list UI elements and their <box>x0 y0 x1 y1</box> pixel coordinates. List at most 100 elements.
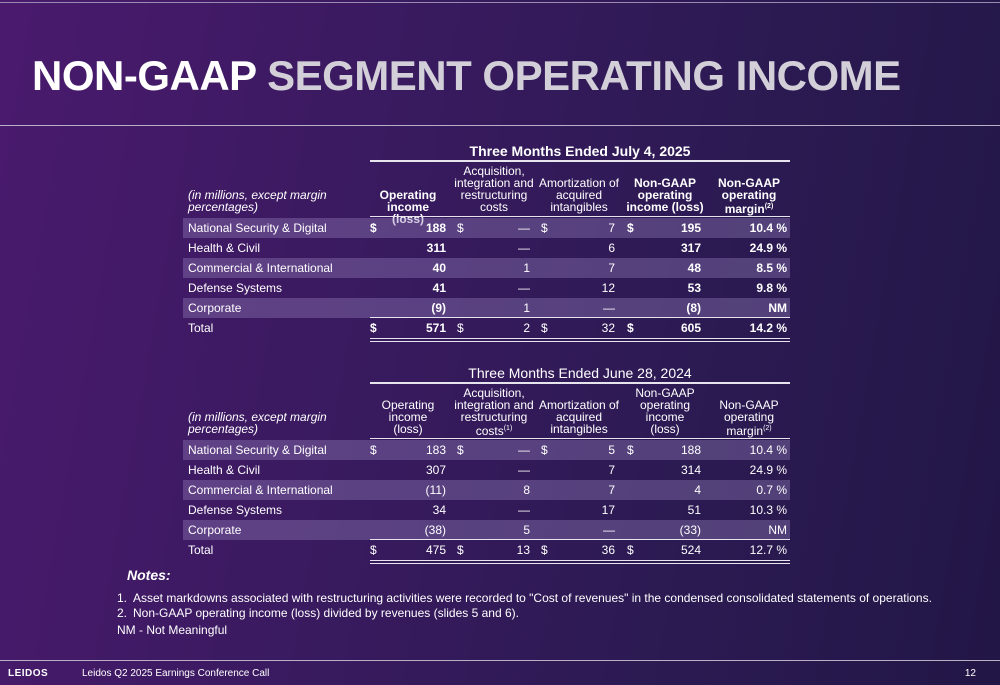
table-row: Health & Civil 307 — 7 314 24.9 % <box>183 460 790 480</box>
page-title: NON-GAAP SEGMENT OPERATING INCOME <box>32 52 901 100</box>
operating-income-value: 311 <box>426 241 446 255</box>
note-number: 1. <box>117 591 128 605</box>
amortization-value: 7 <box>608 463 615 477</box>
nongaap-income-value: 4 <box>694 483 701 497</box>
total-row: Total $571 $2 $32 $605 14.2 % <box>183 318 790 338</box>
total-double-rule <box>370 341 790 342</box>
note-1: 1. Asset markdowns associated with restru… <box>117 591 932 605</box>
table-row: Commercial & International (11) 8 7 4 0.7 % <box>183 480 790 500</box>
header-line: (loss) <box>393 422 423 436</box>
header-rule <box>370 216 790 217</box>
acquisition-costs-value: — <box>518 221 530 235</box>
operating-income-value: 41 <box>432 281 446 295</box>
row-label: Health & Civil <box>188 463 261 477</box>
header-line: restructuring <box>460 188 528 202</box>
header-line: operating <box>639 398 691 412</box>
header-line: margin(2) <box>710 423 788 437</box>
nongaap-margin-value: 24.9 % <box>749 463 787 477</box>
dollar-sign: $ <box>370 443 377 457</box>
operating-income-value: (9) <box>431 301 446 315</box>
acquisition-costs-value: 1 <box>523 261 530 275</box>
header-line: Operating <box>379 188 437 202</box>
total-double-rule <box>370 338 790 339</box>
amortization-value: 7 <box>608 221 615 235</box>
period-rule <box>370 160 790 162</box>
nongaap-margin-value: 0.7 % <box>756 483 787 497</box>
nongaap-margin-value: 8.5 % <box>756 261 787 275</box>
footnote-mark: (2) <box>763 425 772 432</box>
col-header-nongaap-income: Non-GAAP operating income (loss) <box>623 387 707 435</box>
acquisition-costs-value: 5 <box>523 523 530 537</box>
header-line: operating <box>723 410 775 424</box>
acquisition-costs-value: — <box>518 503 530 517</box>
header-line: Non-GAAP <box>719 398 779 412</box>
header-line: integration and <box>454 398 534 412</box>
row-label: National Security & Digital <box>188 443 327 457</box>
col-header-nongaap-margin: Non-GAAP operating margin(2) <box>710 177 788 215</box>
header-line: Acquisition, <box>463 164 525 178</box>
row-label: Corporate <box>188 523 242 537</box>
nongaap-margin-value: 9.8 % <box>756 281 787 295</box>
header-line: integration and <box>454 176 534 190</box>
label-header-line: (in millions, except margin <box>188 410 327 424</box>
acquisition-costs-value: — <box>518 463 530 477</box>
nongaap-margin-value: NM <box>768 301 787 315</box>
title-part-1: NON-GAAP <box>32 52 256 99</box>
label-header-line: (in millions, except margin <box>188 188 327 202</box>
nongaap-income-value: 53 <box>687 281 701 295</box>
nongaap-income-value: 524 <box>680 543 701 557</box>
table-row: Defense Systems 41 — 12 53 9.8 % <box>183 278 790 298</box>
label-header: (in millions, except margin percentages) <box>188 189 327 213</box>
operating-income-value: 475 <box>425 543 446 557</box>
nongaap-income-value: 48 <box>687 261 701 275</box>
notes-title: Notes: <box>127 567 171 583</box>
title-rule <box>0 125 1000 126</box>
nm-note: NM - Not Meaningful <box>117 623 228 637</box>
header-line: operating <box>721 188 777 202</box>
nongaap-margin-value: 10.4 % <box>749 221 787 235</box>
nongaap-income-value: 314 <box>680 463 701 477</box>
header-line: Non-GAAP <box>718 176 780 190</box>
row-label: Health & Civil <box>188 241 261 255</box>
header-line: costs(1) <box>453 423 535 437</box>
header-line: income (loss) <box>626 200 704 214</box>
page-number: 12 <box>964 668 976 679</box>
row-label: Commercial & International <box>188 261 333 275</box>
operating-income-value: 307 <box>425 463 446 477</box>
table-2024: Three Months Ended June 28, 2024 (in mil… <box>183 365 790 565</box>
row-label: Commercial & International <box>188 483 333 497</box>
footnote-mark: (1) <box>503 425 513 432</box>
footer-event: Leidos Q2 2025 Earnings Conference Call <box>82 668 270 679</box>
period-rule <box>370 382 790 384</box>
col-header-nongaap-income: Non-GAAP operating income (loss) <box>623 177 707 213</box>
dollar-sign: $ <box>541 321 548 335</box>
acquisition-costs-value: — <box>518 281 530 295</box>
dollar-sign: $ <box>457 543 464 557</box>
period-header: Three Months Ended June 28, 2024 <box>468 365 692 381</box>
dollar-sign: $ <box>370 543 377 557</box>
row-label: Defense Systems <box>188 281 283 295</box>
col-header-operating-income: Operating income (loss) <box>370 399 446 435</box>
nongaap-income-value: 195 <box>680 221 701 235</box>
amortization-value: 5 <box>608 443 615 457</box>
total-top-rule <box>370 317 790 318</box>
header-line: Amortization of <box>538 176 620 190</box>
total-double-rule <box>370 560 790 561</box>
total-top-rule <box>370 539 790 540</box>
note-number: 2. <box>117 606 128 620</box>
header-text: margin <box>726 424 764 438</box>
dollar-sign: $ <box>627 221 634 235</box>
top-rule <box>0 2 1000 3</box>
amortization-value: 6 <box>608 241 615 255</box>
col-header-amortization: Amortization of acquired intangibles <box>537 399 621 435</box>
operating-income-value: (38) <box>424 523 446 537</box>
note-2: 2. Non-GAAP operating income (loss) divid… <box>117 606 519 620</box>
dollar-sign: $ <box>370 221 377 235</box>
dollar-sign: $ <box>541 543 548 557</box>
table-row: National Security & Digital $188 $ — $7 $195 1… <box>183 218 790 238</box>
header-line: acquired <box>555 410 603 424</box>
footer-logo: LEIDOS <box>8 668 49 679</box>
nongaap-margin-value: 24.9 % <box>749 241 787 255</box>
header-text: margin <box>724 202 765 216</box>
dollar-sign: $ <box>627 443 634 457</box>
